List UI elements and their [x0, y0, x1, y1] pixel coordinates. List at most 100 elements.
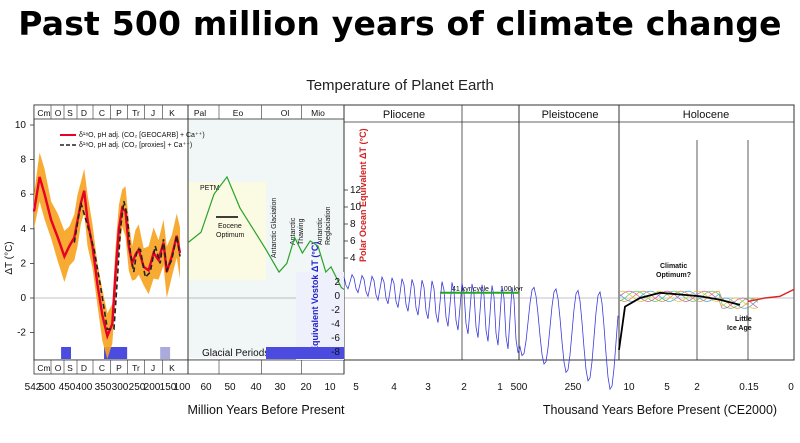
period-label-bottom: Cm	[37, 363, 50, 373]
vostok-label-bg	[296, 272, 344, 360]
glacial-period-block	[160, 347, 171, 359]
period-label-bottom: K	[169, 363, 175, 373]
x-tick-label: 150	[160, 382, 177, 393]
x-tick-label: 10	[623, 382, 635, 393]
slide-title: Past 500 million years of climate change	[18, 4, 782, 43]
period-label: Mio	[311, 108, 325, 118]
polar-tick-label: 6	[350, 236, 356, 247]
x-axis-label-right: Thousand Years Before Present (CE2000)	[543, 403, 777, 417]
antarctic-reglaciation-label: Reglaciation	[325, 206, 332, 245]
period-label: S	[67, 108, 73, 118]
x-tick-label: 40	[250, 382, 262, 393]
x-tick-label: 2	[461, 382, 467, 393]
x-tick-label: 3	[425, 382, 431, 393]
period-label-bottom: P	[116, 363, 122, 373]
y-tick-label: 8	[20, 155, 26, 166]
antarctic-thawing-label: Antarctic	[290, 217, 297, 245]
period-label-bottom: C	[99, 363, 105, 373]
period-label: Tr	[132, 108, 140, 118]
little-ice-age-label: Ice Age	[727, 325, 752, 332]
y-tick-label: 2	[20, 258, 26, 269]
period-label: Eo	[233, 108, 244, 118]
vostok-tick-label: -4	[331, 319, 340, 330]
period-label-bottom: Tr	[132, 363, 140, 373]
vostok-tick-label: -6	[331, 333, 340, 344]
vostok-series-line	[343, 273, 619, 391]
vostok-tick-label: -2	[331, 305, 340, 316]
period-label: Pal	[194, 108, 206, 118]
x-tick-label: 50	[224, 382, 236, 393]
vostok-tick-label: 0	[334, 291, 340, 302]
polar-tick-label: 8	[350, 219, 356, 230]
epoch-label: Pliocene	[383, 109, 425, 121]
period-label: J	[151, 108, 155, 118]
modern-warming-line	[747, 288, 795, 303]
x-tick-label: 5	[353, 382, 359, 393]
y-tick-label: 10	[15, 120, 27, 131]
climatic-optimum-label: Optimum?	[656, 272, 691, 279]
chart-title: Temperature of Planet Earth	[306, 77, 494, 94]
x-tick-label: 10	[324, 382, 336, 393]
glacial-period-block	[266, 347, 344, 359]
polar-axis-label: Polar Ocean Equivalent ΔT (°C)	[358, 128, 368, 262]
cycle-41-label: 41 kyr cycle	[452, 286, 489, 293]
x-tick-label: 350	[95, 382, 112, 393]
x-axis-label-left: Million Years Before Present	[187, 403, 345, 417]
legend-entry: δ¹⁸O, pH adj. (CO₂ [GEOCARB] + Ca⁺⁺)	[79, 132, 205, 139]
climatic-optimum-label: Climatic	[660, 263, 687, 270]
y-tick-label: 4	[20, 224, 26, 235]
x-tick-label: 4	[391, 382, 397, 393]
little-ice-age-label: Little	[735, 316, 752, 323]
glacial-periods-label: Glacial Periods	[202, 348, 269, 359]
x-tick-label: 250	[565, 382, 582, 393]
epoch-label: Pleistocene	[542, 109, 599, 121]
x-tick-label: 0	[788, 382, 794, 393]
polar-tick-label: 12	[350, 185, 362, 196]
period-label-bottom: S	[67, 363, 73, 373]
x-tick-label: 1	[497, 382, 503, 393]
holocene-mean-line	[618, 291, 741, 351]
legend-entry: δ¹⁸O, pH adj. (CO₂ [proxies] + Ca⁺⁺)	[79, 142, 192, 149]
x-tick-label: 100	[174, 382, 191, 393]
period-label-bottom: J	[151, 363, 155, 373]
x-tick-label: 542	[25, 382, 42, 393]
eocene-optimum-label: Eocene	[218, 223, 242, 230]
x-tick-label: 400	[76, 382, 93, 393]
polar-tick-label: 4	[350, 253, 356, 264]
x-tick-label: 500	[511, 382, 528, 393]
series-line	[32, 176, 182, 340]
series-line	[73, 200, 181, 330]
x-tick-label: 450	[59, 382, 76, 393]
y-axis-label: ΔT (°C)	[4, 241, 15, 274]
x-tick-label: 250	[129, 382, 146, 393]
period-label: C	[99, 108, 105, 118]
antarctic-glaciation-label: Antarctic Glaciation	[271, 198, 278, 258]
x-tick-label: 5	[664, 382, 670, 393]
antarctic-thawing-label: Thawing	[298, 218, 305, 245]
x-tick-label: 200	[144, 382, 161, 393]
period-label: Cm	[37, 108, 50, 118]
x-tick-label: 60	[200, 382, 212, 393]
x-tick-label: 2	[694, 382, 700, 393]
x-tick-label: 0.15	[739, 382, 759, 393]
x-tick-label: 300	[112, 382, 129, 393]
vostok-tick-label: -8	[331, 347, 340, 358]
x-tick-label: 30	[274, 382, 286, 393]
period-label: K	[169, 108, 175, 118]
epoch-label: Holocene	[683, 109, 729, 121]
period-label: O	[55, 108, 62, 118]
period-label: P	[116, 108, 122, 118]
antarctic-reglaciation-label: Antarctic	[317, 217, 324, 245]
eocene-optimum-label: Optimum	[216, 232, 245, 239]
cenozoic-series-line	[187, 175, 345, 290]
vostok-axis-label: Equivalent Vostok ΔT (°C)	[310, 242, 320, 352]
holocene-reconstruction-line	[619, 290, 759, 309]
period-label: D	[81, 108, 87, 118]
plot-frame	[33, 104, 795, 361]
petm-label: PETM	[200, 185, 220, 192]
period-label-bottom: D	[81, 363, 87, 373]
period-label-bottom: O	[55, 363, 62, 373]
y-tick-label: 6	[20, 189, 26, 200]
x-tick-label: 500	[39, 382, 56, 393]
